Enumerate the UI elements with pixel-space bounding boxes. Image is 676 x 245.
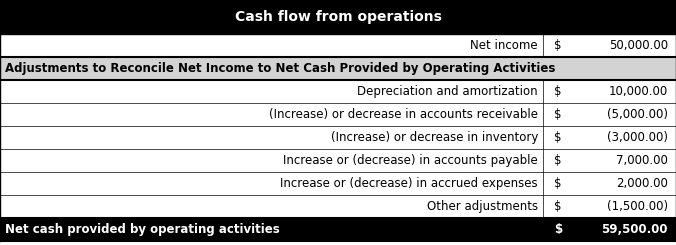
Text: Cash flow from operations: Cash flow from operations <box>235 10 441 24</box>
Text: Increase or (decrease) in accrued expenses: Increase or (decrease) in accrued expens… <box>281 177 538 190</box>
Text: $: $ <box>554 131 562 144</box>
Text: 2,000.00: 2,000.00 <box>616 177 668 190</box>
Text: 10,000.00: 10,000.00 <box>609 85 668 98</box>
Bar <box>0 57 676 80</box>
Text: $: $ <box>554 200 562 213</box>
Bar <box>0 218 676 241</box>
Text: $: $ <box>554 177 562 190</box>
Text: (3,000.00): (3,000.00) <box>607 131 668 144</box>
Bar <box>0 80 676 103</box>
Bar <box>0 34 676 57</box>
Text: Net cash provided by operating activities: Net cash provided by operating activitie… <box>5 223 280 236</box>
Text: (5,000.00): (5,000.00) <box>607 108 668 121</box>
Bar <box>0 103 676 126</box>
Text: (1,500.00): (1,500.00) <box>607 200 668 213</box>
Bar <box>0 172 676 195</box>
Text: $: $ <box>554 39 562 52</box>
Bar <box>0 149 676 172</box>
Text: (Increase) or decrease in inventory: (Increase) or decrease in inventory <box>331 131 538 144</box>
Text: $: $ <box>554 108 562 121</box>
Text: $: $ <box>554 223 562 236</box>
Text: Net income: Net income <box>470 39 538 52</box>
Text: Increase or (decrease) in accounts payable: Increase or (decrease) in accounts payab… <box>283 154 538 167</box>
Text: (Increase) or decrease in accounts receivable: (Increase) or decrease in accounts recei… <box>269 108 538 121</box>
Text: $: $ <box>554 85 562 98</box>
Text: Other adjustments: Other adjustments <box>427 200 538 213</box>
Text: Adjustments to Reconcile Net Income to Net Cash Provided by Operating Activities: Adjustments to Reconcile Net Income to N… <box>5 62 556 75</box>
Bar <box>0 0 676 34</box>
Text: 59,500.00: 59,500.00 <box>602 223 668 236</box>
Text: 7,000.00: 7,000.00 <box>616 154 668 167</box>
Text: 50,000.00: 50,000.00 <box>609 39 668 52</box>
Bar <box>0 126 676 149</box>
Bar <box>0 195 676 218</box>
Text: $: $ <box>554 154 562 167</box>
Text: Depreciation and amortization: Depreciation and amortization <box>358 85 538 98</box>
